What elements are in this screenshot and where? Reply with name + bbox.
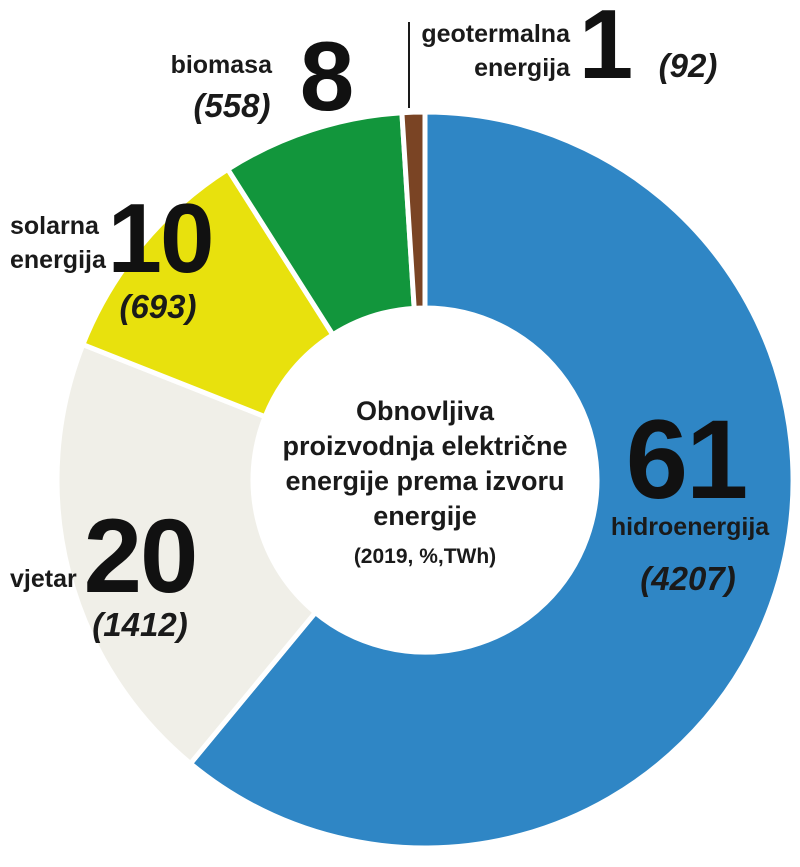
twh-label-geotermalna-energija: (92) [659, 47, 718, 84]
name-label-geotermalna-energija: energija [474, 54, 571, 82]
slice-vjetar [54, 342, 318, 767]
name-label-solarna-energija: energija [10, 246, 107, 274]
center-title-line-3: energije prema izvoru [285, 466, 564, 496]
twh-label-solarna-energija: (693) [119, 288, 196, 325]
center-label: Obnovljiva proizvodnja električne energi… [282, 396, 567, 568]
percent-label-hidroenergija: 61 [626, 397, 747, 522]
center-title-line-1: Obnovljiva [356, 396, 495, 426]
name-label-hidroenergija: hidroenergija [611, 513, 770, 541]
percent-label-solarna-energija: 10 [107, 183, 212, 293]
slice-geotermalna-energija [399, 109, 428, 311]
percent-label-biomasa: 8 [300, 21, 353, 131]
name-label-vjetar: vjetar [10, 565, 77, 593]
donut-slices [54, 109, 796, 851]
percent-label-geotermalna-energija: 1 [579, 0, 632, 99]
name-label-solarna-energija: solarna [10, 212, 100, 240]
name-label-geotermalna-energija: geotermalna [421, 20, 571, 48]
slice-solarna-energija [80, 166, 336, 420]
slice-hidroenergija [187, 109, 796, 851]
center-title-line-4: energije [373, 501, 477, 531]
center-subtitle: (2019, %,TWh) [354, 545, 496, 568]
twh-label-vjetar: (1412) [92, 606, 187, 643]
center-title-line-2: proizvodnja električne [282, 431, 567, 461]
name-label-biomasa: biomasa [171, 51, 274, 79]
twh-label-biomasa: (558) [193, 87, 270, 124]
twh-label-hidroenergija: (4207) [640, 560, 735, 597]
percent-label-vjetar: 20 [84, 498, 197, 615]
